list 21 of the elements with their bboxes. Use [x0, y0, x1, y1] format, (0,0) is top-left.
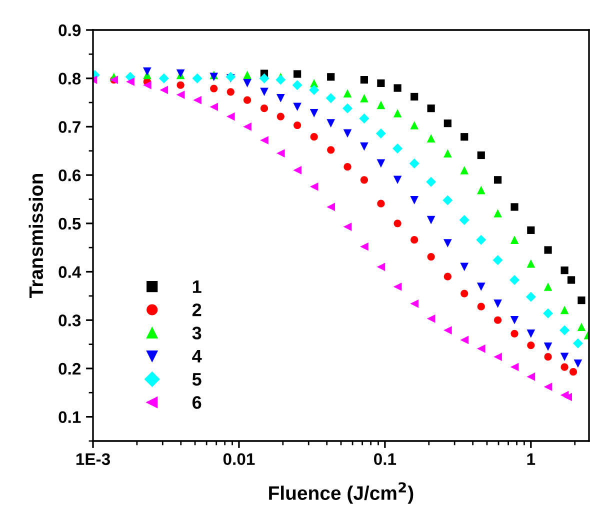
legend-label: 3	[192, 326, 202, 340]
y-tick-label: 0.9	[58, 24, 81, 36]
y-tick-label: 0.8	[58, 72, 81, 85]
legend-label: 5	[192, 373, 202, 386]
legend-label: 4	[192, 350, 202, 362]
y-tick-label: 0.3	[58, 314, 81, 326]
x-tick-label: 1E-3	[76, 453, 110, 466]
y-axis-title: Transmission	[28, 174, 44, 298]
legend-label: 2	[192, 303, 202, 316]
x-tick-label: 1	[527, 453, 536, 465]
x-axis-title: Fluence (J/cm$^{2}$)	[269, 482, 414, 504]
y-tick-label: 0.2	[58, 362, 81, 375]
y-tick-label: 0.7	[58, 121, 80, 133]
legend-label: 1	[192, 280, 202, 293]
y-tick-label: 0.6	[58, 169, 81, 182]
x-tick-label: 0.01	[223, 453, 255, 466]
x-tick-label: 0.1	[374, 453, 396, 466]
legend-label: 6	[192, 396, 202, 409]
y-tick-label: 0.4	[58, 266, 82, 278]
y-tick-label: 0.1	[58, 411, 81, 424]
y-tick-label: 0.5	[58, 218, 81, 230]
